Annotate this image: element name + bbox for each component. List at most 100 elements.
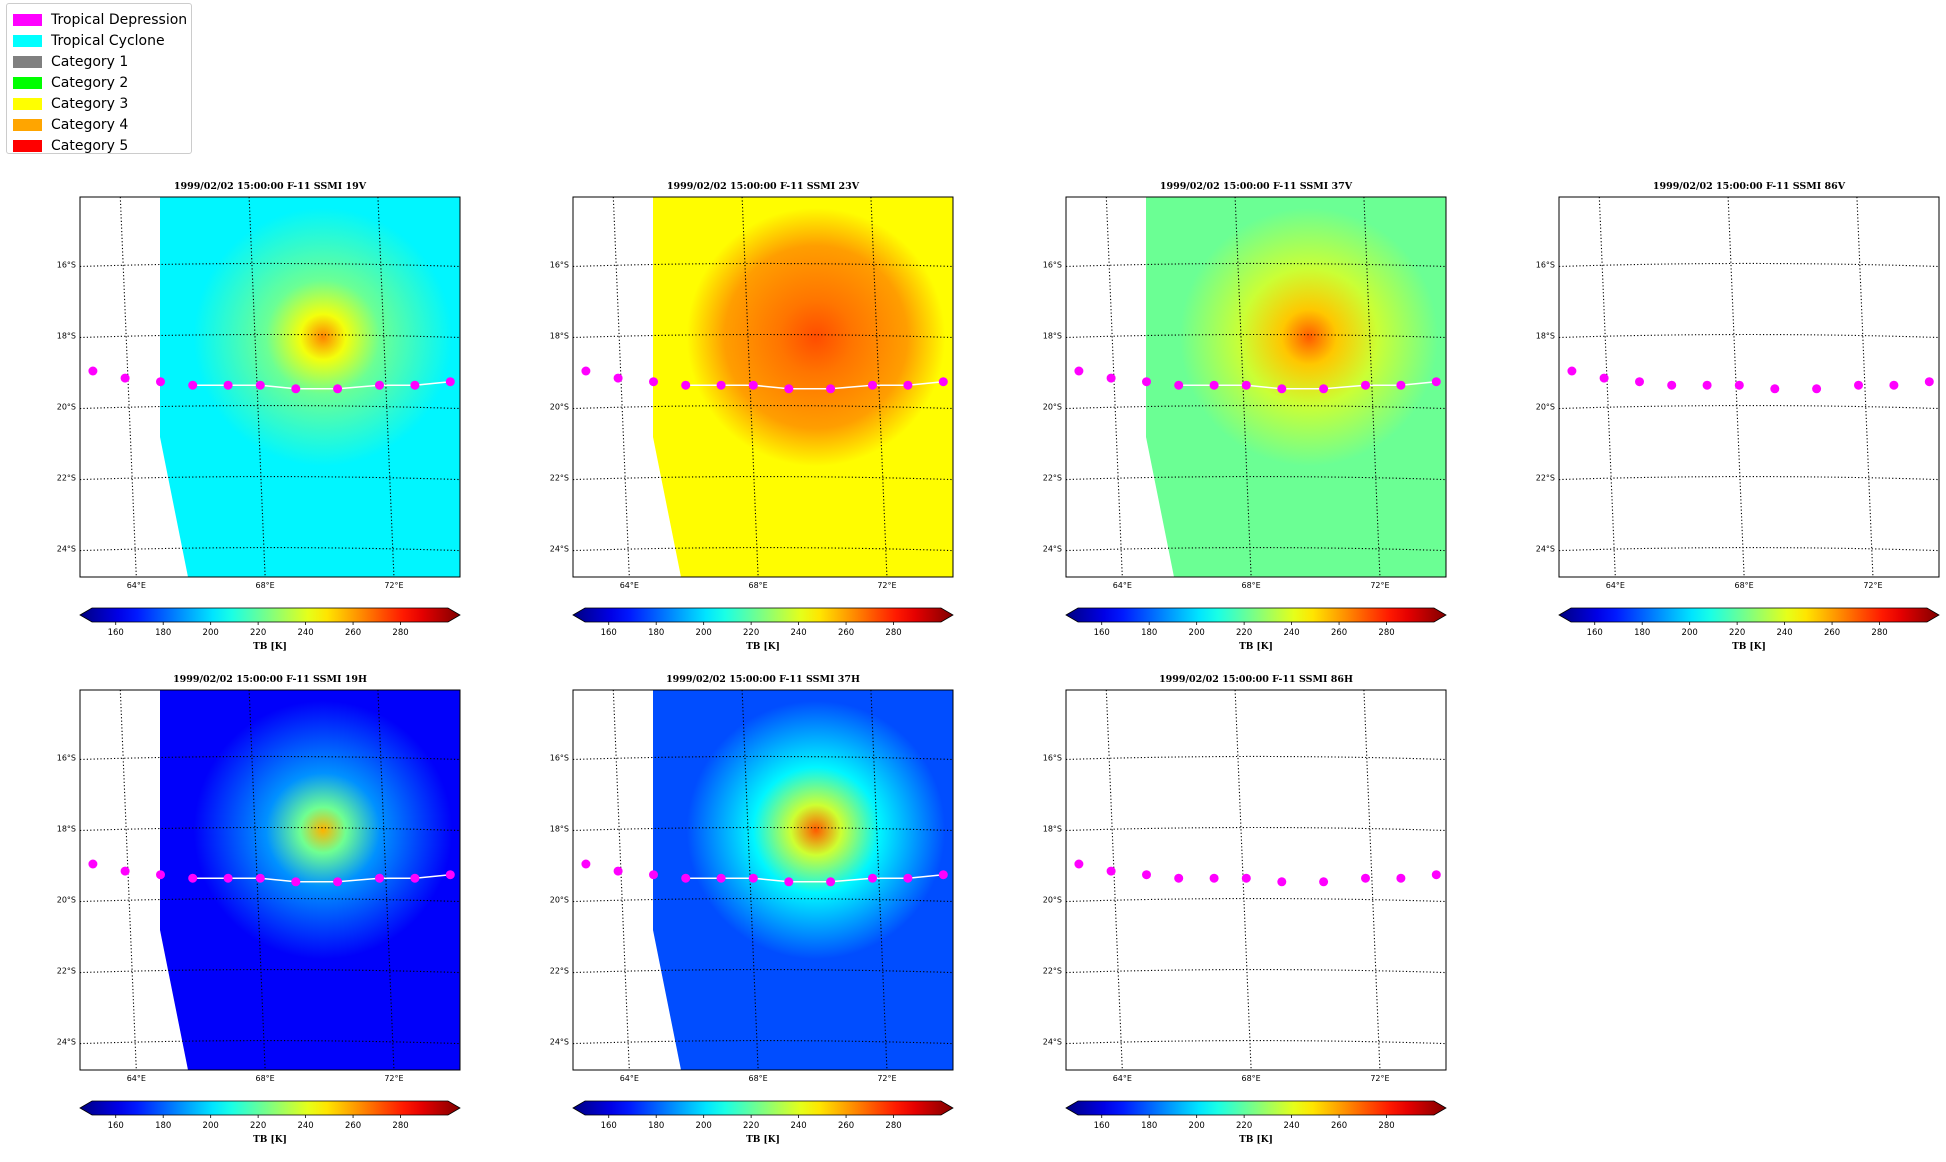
legend-swatch [13, 35, 42, 47]
track-point [445, 870, 455, 880]
colorbar-tick-label: 220 [1729, 628, 1745, 638]
legend-label: Category 1 [51, 54, 129, 70]
legend-swatch [13, 140, 42, 152]
track-point [1812, 384, 1822, 394]
graticule [80, 690, 460, 1070]
colorbar-tick-label: 240 [297, 1121, 313, 1131]
grid-meridian [741, 690, 759, 1070]
colorbar-tick-label: 200 [1682, 628, 1698, 638]
colorbar-tick-label: 260 [345, 1121, 361, 1131]
colorbar-label: TB [K] [1239, 1135, 1273, 1145]
y-tick-label: 24°S [550, 1038, 569, 1047]
track-point [255, 380, 265, 390]
track-point [445, 377, 455, 387]
y-tick-label: 16°S [57, 753, 76, 762]
panel-title: 1999/02/02 15:00:00 F-11 SSMI 37V [1160, 181, 1353, 192]
colorbar-tick-label: 200 [1189, 1121, 1205, 1131]
legend-item: Category 1 [13, 52, 128, 72]
colorbar-tick-label: 280 [885, 1121, 901, 1131]
colorbar-scale [79, 607, 461, 623]
grid-meridian [1105, 690, 1123, 1070]
track-point [681, 380, 691, 390]
grid-parallel [1559, 333, 1939, 339]
track-point [581, 366, 591, 376]
y-tick-label: 18°S [57, 825, 76, 834]
y-tick-label: 20°S [1536, 403, 1555, 412]
colorbar-scale [1558, 607, 1940, 623]
legend-label: Category 3 [51, 96, 129, 112]
y-tick-label: 20°S [57, 896, 76, 905]
colorbar-label: TB [K] [1732, 642, 1766, 652]
colorbar-tick-label: 280 [392, 628, 408, 638]
y-tick-label: 16°S [1043, 753, 1062, 762]
colorbar-tick-label: 180 [155, 628, 171, 638]
map-panel: 1999/02/02 15:00:00 F-11 SSMI 37H 16°S 18°… [550, 674, 954, 1145]
legend-item: Category 3 [13, 94, 128, 114]
x-tick-label: 64°E [127, 1074, 146, 1083]
x-tick-label: 68°E [749, 1074, 768, 1083]
track-point [1770, 384, 1780, 394]
y-tick-label: 20°S [1043, 403, 1062, 412]
grid-meridian [1234, 197, 1252, 577]
x-tick-label: 64°E [1606, 581, 1625, 590]
panel-title: 1999/02/02 15:00:00 F-11 SSMI 37H [666, 674, 860, 685]
track-point [1734, 380, 1744, 390]
colorbar-label: TB [K] [253, 642, 287, 652]
panel-title: 1999/02/02 15:00:00 F-11 SSMI 86V [1653, 181, 1846, 192]
colorbar-tick-label: 240 [790, 1121, 806, 1131]
graticule [573, 197, 953, 577]
grid-meridian [1598, 197, 1616, 577]
x-tick-label: 64°E [1113, 1074, 1132, 1083]
x-tick-label: 64°E [1113, 581, 1132, 590]
panel-title: 1999/02/02 15:00:00 F-11 SSMI 19H [173, 674, 367, 685]
swath-field [653, 197, 953, 577]
y-tick-label: 20°S [550, 403, 569, 412]
x-tick-label: 72°E [1370, 1074, 1389, 1083]
track-point [255, 873, 265, 883]
colorbar-tick-label: 260 [838, 1121, 854, 1131]
colorbar-tick-label: 200 [203, 1121, 219, 1131]
y-tick-label: 16°S [550, 753, 569, 762]
swath-field [1146, 197, 1446, 577]
grid-meridian [1234, 690, 1252, 1070]
x-tick-label: 68°E [256, 581, 275, 590]
track-point [613, 373, 623, 383]
grid-meridian [1727, 197, 1745, 577]
y-tick-label: 24°S [57, 1038, 76, 1047]
track-point [581, 859, 591, 869]
colorbar-tick-label: 260 [1331, 628, 1347, 638]
track-point [868, 380, 877, 390]
grid-parallel [1559, 262, 1939, 268]
colorbar-tick-label: 240 [1283, 1121, 1299, 1131]
colorbar-tick-label: 200 [696, 1121, 712, 1131]
colorbar-tick-label: 180 [1141, 1121, 1157, 1131]
plot-frame [79, 689, 461, 1071]
x-tick-label: 72°E [877, 581, 896, 590]
track-line [192, 380, 451, 390]
grid-meridian [248, 197, 266, 577]
y-tick-label: 22°S [1043, 967, 1062, 976]
colorbar-scale [79, 1100, 461, 1116]
y-tick-label: 24°S [57, 545, 76, 554]
colorbar: 160 180 200 220 240 260 280 TB [K] [1558, 607, 1940, 652]
track-point [1431, 377, 1441, 387]
colorbar-tick-label: 160 [601, 628, 617, 638]
colorbar-tick-label: 200 [203, 628, 219, 638]
track-point [1599, 373, 1609, 383]
legend-item: Category 2 [13, 73, 128, 93]
colorbar-tick-label: 240 [790, 628, 806, 638]
grid-parallel [1066, 1040, 1446, 1045]
x-tick-label: 72°E [1863, 581, 1882, 590]
grid-meridian [1105, 197, 1123, 577]
plot-frame [1065, 196, 1447, 578]
colorbar: 160 180 200 220 240 260 280 TB [K] [572, 607, 954, 652]
grid-meridian [612, 690, 630, 1070]
track-point [1667, 380, 1677, 390]
grid-parallel [1066, 897, 1446, 903]
y-tick-label: 22°S [57, 474, 76, 483]
track-point [375, 380, 384, 390]
track-line [1178, 380, 1437, 390]
x-tick-label: 64°E [620, 1074, 639, 1083]
panel-title: 1999/02/02 15:00:00 F-11 SSMI 86H [1159, 674, 1353, 685]
track-point [784, 877, 794, 887]
